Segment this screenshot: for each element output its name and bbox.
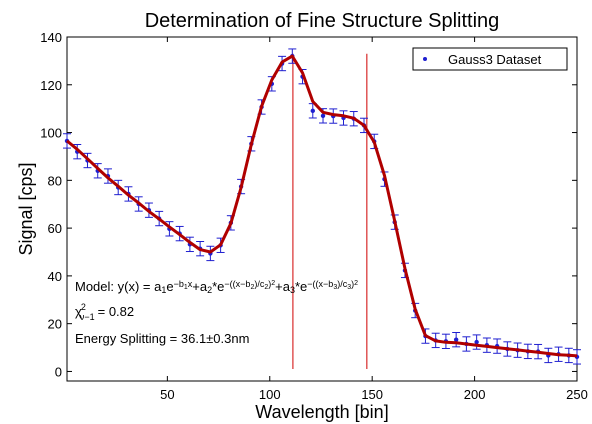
y-tick-label: 80 bbox=[48, 173, 62, 188]
y-tick-label: 100 bbox=[40, 126, 62, 141]
chart-title: Determination of Fine Structure Splittin… bbox=[145, 10, 500, 32]
y-tick-label: 120 bbox=[40, 78, 62, 93]
annotations: Model: y(x) = a1e−b1x+a2*e−((x−b2)/c2)2+… bbox=[75, 279, 358, 346]
axis-ticks: 50 100 150 200 250 0 20 40 60 80 100 120 140 bbox=[40, 30, 588, 402]
x-axis-label: Wavelength [bin] bbox=[255, 402, 388, 422]
legend-marker bbox=[423, 57, 427, 61]
data-point bbox=[320, 113, 326, 119]
y-tick-label: 40 bbox=[48, 269, 62, 284]
x-tick-label: 50 bbox=[160, 387, 174, 402]
y-tick-label: 60 bbox=[48, 221, 62, 236]
fit-line bbox=[66, 54, 578, 358]
chi-square-annotation: χ2 ν−1 = 0.82 bbox=[75, 302, 134, 322]
model-annotation: Model: y(x) = a1e−b1x+a2*e−((x−b2)/c2)2+… bbox=[75, 279, 358, 295]
legend-entry-gauss3: Gauss3 Dataset bbox=[448, 52, 542, 67]
fit-curve bbox=[66, 54, 578, 358]
chi-square-value: = 0.82 bbox=[98, 304, 135, 319]
legend-box bbox=[412, 47, 568, 71]
plot-area bbox=[66, 36, 578, 382]
data-point bbox=[474, 339, 479, 345]
x-tick-label: 100 bbox=[259, 387, 281, 402]
vertical-markers bbox=[292, 53, 368, 370]
x-tick-label: 200 bbox=[464, 387, 486, 402]
energy-splitting-annotation: Energy Splitting = 36.1±0.3nm bbox=[75, 331, 249, 346]
y-tick-label: 140 bbox=[40, 30, 62, 45]
x-tick-label: 250 bbox=[566, 387, 588, 402]
model-prefix: Model: y(x) = bbox=[75, 279, 151, 294]
data-point bbox=[310, 108, 315, 114]
y-tick-label: 20 bbox=[48, 317, 62, 332]
y-tick-label: 0 bbox=[55, 364, 62, 379]
x-tick-label: 150 bbox=[361, 387, 383, 402]
data-point bbox=[453, 337, 459, 342]
legend: Gauss3 Dataset bbox=[412, 47, 568, 71]
y-axis-label: Signal [cps] bbox=[16, 162, 36, 255]
